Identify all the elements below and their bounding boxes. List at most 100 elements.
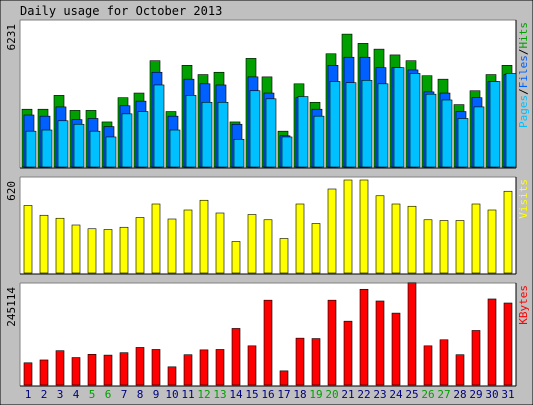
x-tick-label-16: 16: [261, 388, 274, 401]
bar-visits-27: [439, 220, 449, 274]
bar-pages-21: [345, 82, 357, 168]
bar-pages-28: [457, 118, 469, 168]
bar-visits-30: [487, 209, 497, 274]
x-tick-label-17: 17: [277, 388, 290, 401]
x-tick-label-26: 26: [421, 388, 434, 401]
x-tick-label-1: 1: [25, 388, 32, 401]
panel-2: 620 Visits: [5, 176, 530, 275]
x-tick-label-24: 24: [389, 388, 403, 401]
bar-kbytes-28: [455, 354, 465, 386]
bar-pages-7: [121, 113, 133, 168]
x-tick-label-11: 11: [181, 388, 194, 401]
x-tick-label-21: 21: [341, 388, 354, 401]
bar-pages-15: [249, 90, 261, 168]
bar-kbytes-25: [407, 282, 417, 386]
x-tick-label-27: 27: [437, 388, 450, 401]
x-tick-label-9: 9: [153, 388, 160, 401]
bar-pages-25: [409, 73, 421, 168]
bar-visits-28: [455, 220, 465, 274]
bar-kbytes-14: [231, 328, 241, 386]
x-tick-label-28: 28: [453, 388, 466, 401]
bar-pages-13: [217, 101, 229, 168]
axis-max-label-3: 245114: [5, 287, 18, 327]
x-tick-label-15: 15: [245, 388, 258, 401]
x-tick-label-22: 22: [357, 388, 370, 401]
panel-3: 245114 KBytes: [5, 282, 530, 387]
bar-kbytes-22: [359, 288, 369, 386]
bar-kbytes-19: [311, 338, 321, 386]
bar-visits-5: [87, 228, 97, 274]
bar-kbytes-12: [199, 349, 209, 386]
bar-visits-29: [471, 203, 481, 274]
legend-item-hits: Hits: [517, 22, 530, 49]
bar-kbytes-27: [439, 339, 449, 386]
legend-item-pages: Pages: [517, 95, 530, 128]
legend-item-visits: Visits: [517, 179, 530, 219]
bar-visits-10: [167, 218, 177, 274]
bar-kbytes-10: [167, 366, 177, 386]
bar-kbytes-6: [103, 354, 113, 386]
bar-visits-6: [103, 229, 113, 274]
bar-pages-18: [297, 96, 309, 168]
bar-kbytes-1: [23, 362, 33, 386]
bar-kbytes-17: [279, 370, 289, 386]
legend-1: Pages/Files/Hits: [517, 22, 530, 128]
legend-item-kbytes: KBytes: [517, 285, 530, 325]
bar-pages-1: [25, 130, 37, 168]
bar-pages-27: [441, 99, 453, 168]
x-tick-label-18: 18: [293, 388, 306, 401]
bar-visits-2: [39, 214, 49, 274]
bar-kbytes-7: [119, 352, 129, 386]
legend-separator: /: [517, 49, 530, 56]
legend-2: Visits: [517, 179, 530, 219]
x-tick-label-14: 14: [229, 388, 243, 401]
x-tick-label-7: 7: [121, 388, 128, 401]
bar-kbytes-5: [87, 353, 97, 386]
x-tick-label-5: 5: [89, 388, 96, 401]
x-tick-label-6: 6: [105, 388, 112, 401]
x-tick-label-10: 10: [165, 388, 178, 401]
bar-visits-20: [327, 188, 337, 274]
bar-pages-10: [169, 129, 181, 168]
x-tick-label-19: 19: [309, 388, 322, 401]
bar-pages-2: [41, 129, 53, 168]
bar-pages-6: [105, 136, 117, 168]
bar-pages-26: [425, 93, 437, 168]
bar-kbytes-15: [247, 345, 257, 386]
bar-visits-23: [375, 195, 385, 274]
bar-kbytes-18: [295, 337, 305, 386]
bar-visits-11: [183, 209, 193, 274]
chart-title: Daily usage for October 2013: [20, 4, 222, 18]
bar-pages-24: [393, 67, 405, 168]
bar-kbytes-31: [503, 302, 513, 386]
bar-kbytes-4: [71, 357, 81, 386]
bar-visits-14: [231, 241, 241, 274]
bar-pages-11: [185, 95, 197, 168]
x-tick-label-13: 13: [213, 388, 226, 401]
bar-pages-17: [281, 136, 293, 168]
bar-visits-26: [423, 219, 433, 274]
x-tick-label-20: 20: [325, 388, 338, 401]
bar-kbytes-3: [55, 350, 65, 386]
bar-kbytes-21: [343, 320, 353, 386]
bar-pages-29: [473, 106, 485, 168]
bar-pages-30: [489, 81, 501, 168]
bar-visits-25: [407, 205, 417, 274]
bar-kbytes-16: [263, 299, 273, 386]
bar-kbytes-8: [135, 347, 145, 386]
axis-max-label-1: 6231: [5, 24, 18, 51]
legend-item-files: Files: [517, 55, 530, 88]
bar-pages-22: [361, 80, 373, 168]
bar-pages-12: [201, 101, 213, 168]
bar-pages-16: [265, 98, 277, 168]
bar-kbytes-13: [215, 349, 225, 386]
x-tick-label-3: 3: [57, 388, 64, 401]
x-tick-label-29: 29: [469, 388, 482, 401]
x-tick-label-8: 8: [137, 388, 144, 401]
bar-pages-9: [153, 84, 165, 168]
x-tick-label-31: 31: [501, 388, 514, 401]
bar-kbytes-24: [391, 312, 401, 386]
x-tick-label-30: 30: [485, 388, 498, 401]
bar-kbytes-26: [423, 345, 433, 386]
